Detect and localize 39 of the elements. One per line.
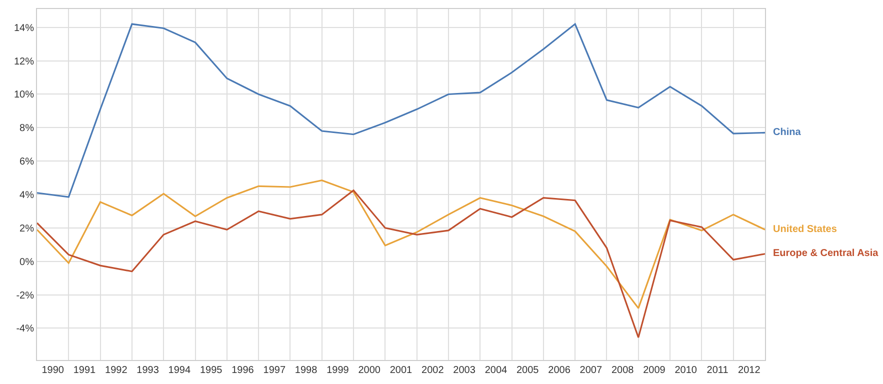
line-series [37,180,765,309]
y-tick-label: 4% [20,190,34,202]
line-series [37,190,765,338]
x-tick-label: 1992 [105,365,128,376]
x-tick-label: 1997 [263,365,286,376]
y-tick-label: 0% [20,256,34,268]
y-tick-label: 8% [20,123,34,134]
x-tick-label: 1990 [42,365,64,376]
x-tick-label: 2006 [548,365,571,376]
x-tick-label: 1999 [326,365,350,376]
x-tick-label: 1991 [73,365,96,376]
series-label: United States [773,224,838,235]
x-tick-label: 2001 [390,365,413,376]
x-tick-label: 2012 [738,365,761,376]
x-tick-label: 2004 [484,365,508,376]
y-tick-label: 14% [14,22,34,34]
x-tick-label: 2007 [580,365,602,376]
y-tick-label: 10% [14,90,34,101]
x-tick-label: 2011 [706,365,729,376]
line-series [37,23,765,198]
x-tick-label: 1994 [168,365,191,376]
x-tick-label: 2003 [453,365,476,376]
x-tick-label: 2010 [674,365,698,376]
x-tick-label: 2008 [611,365,634,376]
x-tick-label: 2000 [358,365,381,376]
x-tick-label: 2009 [643,365,666,376]
series-label: China [773,127,802,138]
x-tick-label: 1998 [294,365,318,376]
y-tick-label: 12% [14,56,34,68]
series-label: Europe & Central Asia [773,248,879,259]
x-tick-label: 2002 [422,365,444,376]
x-tick-label: 1995 [200,365,223,376]
y-tick-label: -4% [16,324,34,335]
x-tick-label: 1993 [136,365,160,376]
x-tick-label: 2005 [516,365,540,376]
y-tick-label: -2% [16,290,34,302]
y-tick-label: 2% [20,223,34,234]
x-tick-label: 1996 [232,365,254,376]
y-tick-label: 6% [20,156,34,168]
